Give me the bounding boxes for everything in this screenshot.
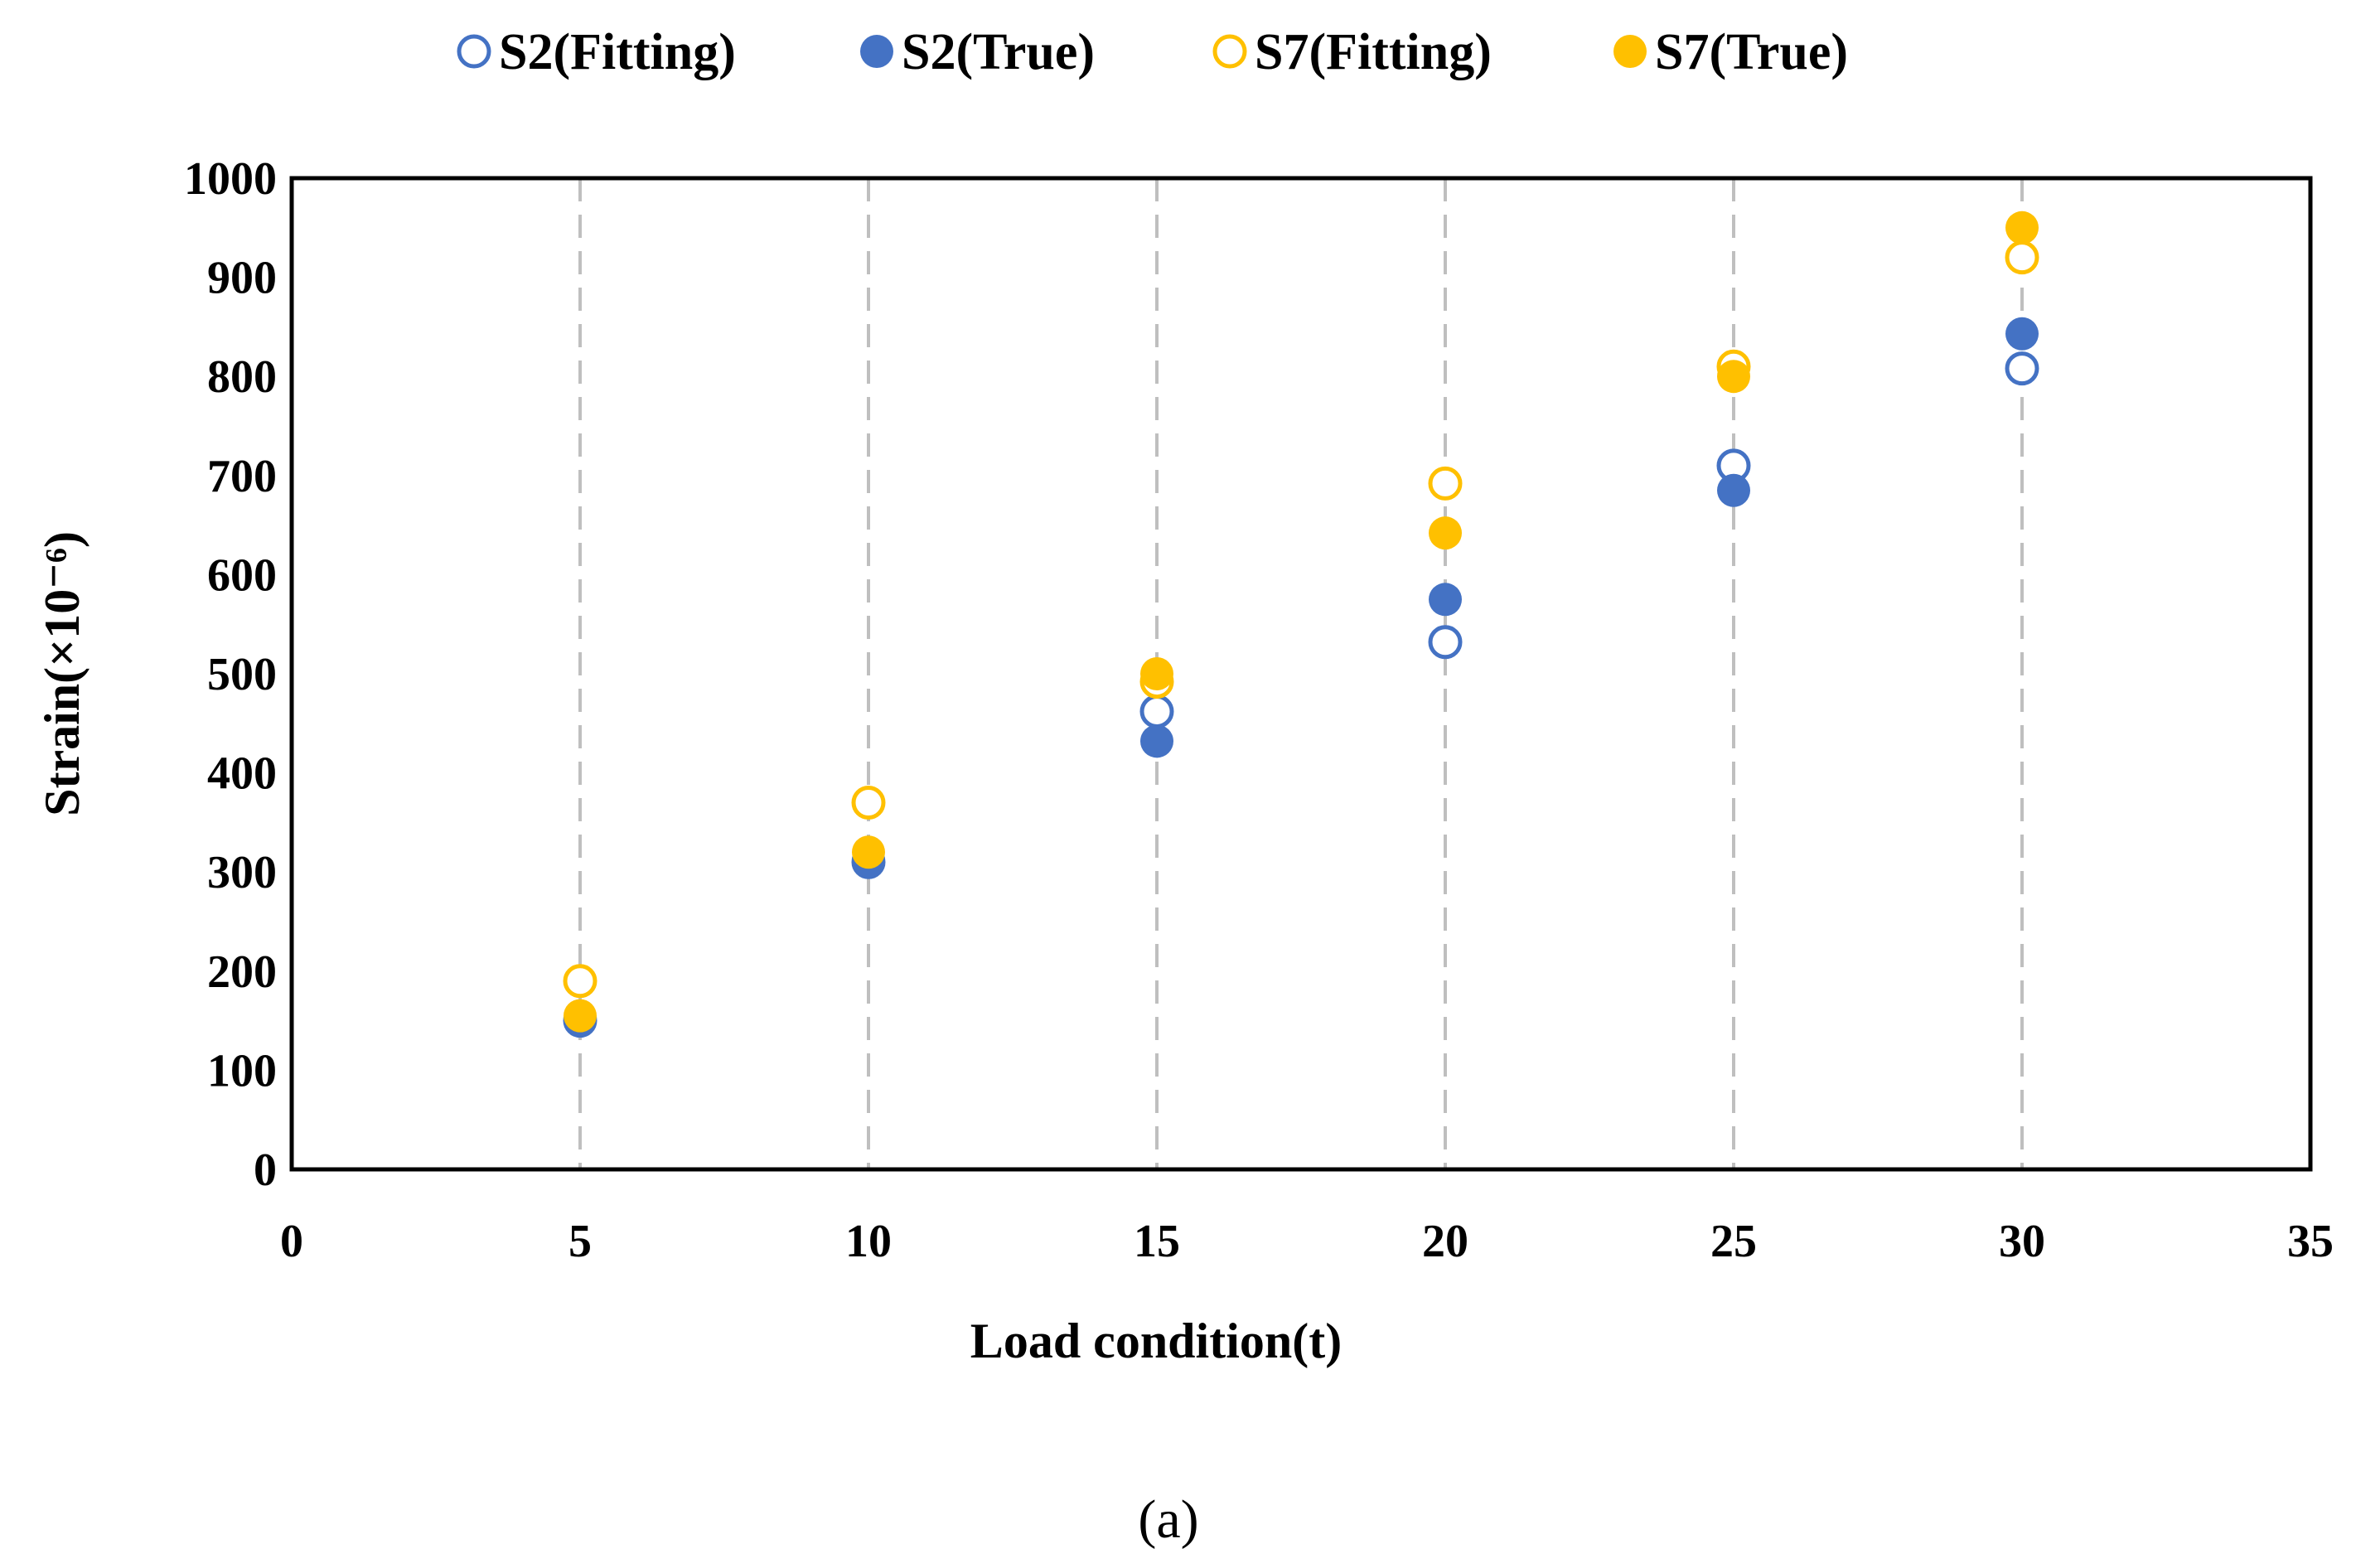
point-s7-fitting-10 xyxy=(851,785,886,820)
y-tick-label-700: 700 xyxy=(207,451,277,502)
y-tick-label-0: 0 xyxy=(254,1145,277,1196)
point-s7-true-15 xyxy=(1140,657,1173,690)
figure-caption: (a) xyxy=(1138,1489,1198,1550)
point-s7-true-30 xyxy=(2005,211,2039,244)
point-s2-true-20 xyxy=(1429,583,1462,617)
y-tick-label-300: 300 xyxy=(207,847,277,898)
legend: S2(Fitting) S2(True) S7(Fitting) S7(True) xyxy=(457,24,1848,80)
y-tick-label-1000: 1000 xyxy=(184,153,277,205)
x-tick-label-25: 25 xyxy=(1710,1216,1757,1267)
point-s2-fitting-30 xyxy=(2005,351,2039,386)
point-s7-true-5 xyxy=(564,999,597,1033)
x-tick-label-5: 5 xyxy=(568,1216,592,1267)
x-tick-label-15: 15 xyxy=(1134,1216,1180,1267)
vertical-gridlines xyxy=(578,178,2024,1169)
y-tick-label-800: 800 xyxy=(207,351,277,403)
legend-marker-s7-fitting xyxy=(1212,34,1247,69)
point-s7-fitting-5 xyxy=(563,964,597,999)
point-s2-true-30 xyxy=(2005,317,2039,351)
x-tick-label-30: 30 xyxy=(1999,1216,2045,1267)
y-tick-label-400: 400 xyxy=(207,748,277,800)
y-tick-label-100: 100 xyxy=(207,1045,277,1096)
legend-marker-s2-fitting xyxy=(457,34,491,69)
data-points xyxy=(563,211,2039,1038)
point-s7-true-20 xyxy=(1429,516,1462,550)
y-axis-title: Strain(×10⁻⁶) xyxy=(35,531,89,816)
point-s7-true-10 xyxy=(852,835,885,869)
legend-label-s2-true: S2(True) xyxy=(902,24,1095,80)
x-tick-label-35: 35 xyxy=(2287,1216,2334,1267)
y-axis-tick-labels: 0 100 200 300 400 500 600 700 800 900 1000 xyxy=(184,153,277,1196)
x-tick-label-10: 10 xyxy=(845,1216,892,1267)
x-tick-label-20: 20 xyxy=(1422,1216,1468,1267)
x-axis-tick-labels: 0 5 10 15 20 25 30 35 xyxy=(280,1216,2334,1267)
point-s7-fitting-30 xyxy=(2005,240,2039,275)
legend-label-s2-fitting: S2(Fitting) xyxy=(499,24,736,80)
y-tick-label-900: 900 xyxy=(207,253,277,304)
legend-label-s7-true: S7(True) xyxy=(1655,24,1848,80)
point-s2-true-25 xyxy=(1717,473,1750,507)
legend-label-s7-fitting: S7(Fitting) xyxy=(1255,24,1492,80)
y-tick-label-500: 500 xyxy=(207,649,277,700)
x-tick-label-0: 0 xyxy=(280,1216,303,1267)
x-axis-title: Load condition(t) xyxy=(970,1314,1342,1368)
point-s2-fitting-20 xyxy=(1428,625,1463,660)
plot-area-frame xyxy=(289,176,2313,1172)
point-s7-true-25 xyxy=(1717,360,1750,394)
point-s7-fitting-20 xyxy=(1428,466,1463,501)
legend-marker-s2-true xyxy=(860,35,893,68)
y-tick-label-600: 600 xyxy=(207,549,277,601)
y-tick-label-200: 200 xyxy=(207,946,277,998)
legend-marker-s7-true xyxy=(1613,35,1647,68)
point-s2-fitting-15 xyxy=(1139,694,1174,728)
point-s2-true-15 xyxy=(1140,724,1173,758)
